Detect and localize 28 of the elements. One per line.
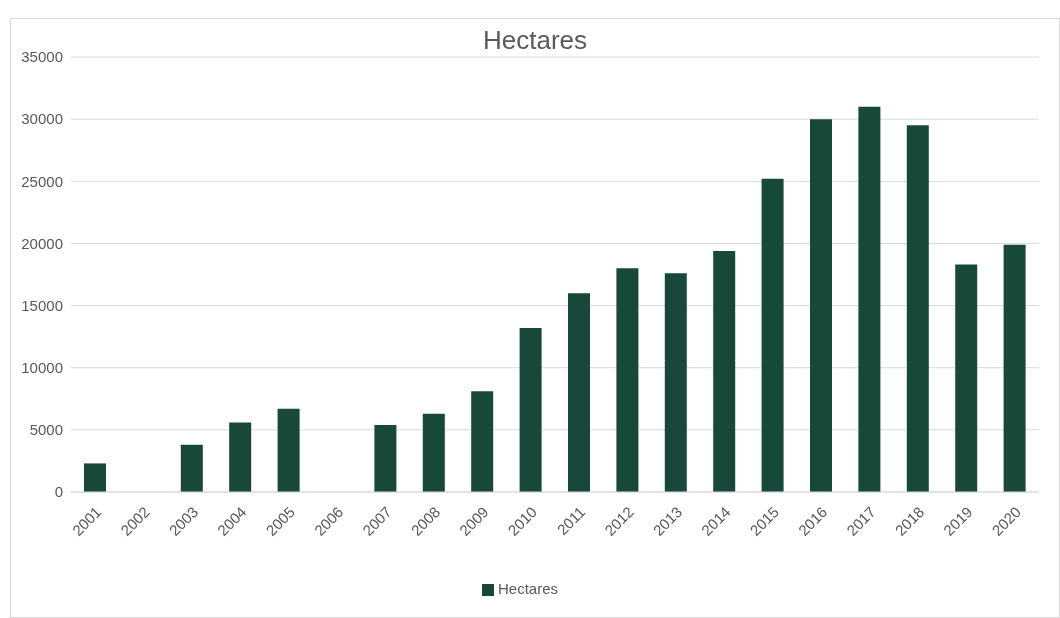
bar: [180, 444, 203, 492]
bar: [664, 273, 687, 492]
y-tick-label: 20000: [21, 234, 63, 252]
bar: [422, 413, 445, 492]
y-tick-label: 0: [54, 483, 63, 501]
legend-label: Hectares: [497, 580, 559, 597]
bar: [1003, 244, 1026, 492]
y-tick-label: 35000: [21, 48, 63, 66]
bar: [810, 119, 832, 492]
bar: [858, 106, 881, 492]
bar: [713, 250, 736, 492]
bar: [471, 391, 494, 492]
bar: [955, 264, 978, 492]
bar: [519, 327, 542, 492]
bar: [277, 408, 300, 492]
bar: [568, 293, 590, 492]
bar: [374, 424, 397, 492]
bar: [84, 463, 106, 492]
bar: [761, 178, 784, 492]
bar: [616, 268, 639, 492]
chart-title: Hectares: [482, 25, 588, 55]
bar: [229, 422, 252, 492]
y-tick-label: 5000: [29, 421, 63, 439]
y-tick-label: 15000: [21, 296, 63, 314]
y-tick-label: 10000: [21, 359, 63, 377]
y-tick-label: 30000: [21, 110, 63, 128]
y-tick-label: 25000: [21, 172, 63, 190]
bar: [906, 125, 929, 492]
